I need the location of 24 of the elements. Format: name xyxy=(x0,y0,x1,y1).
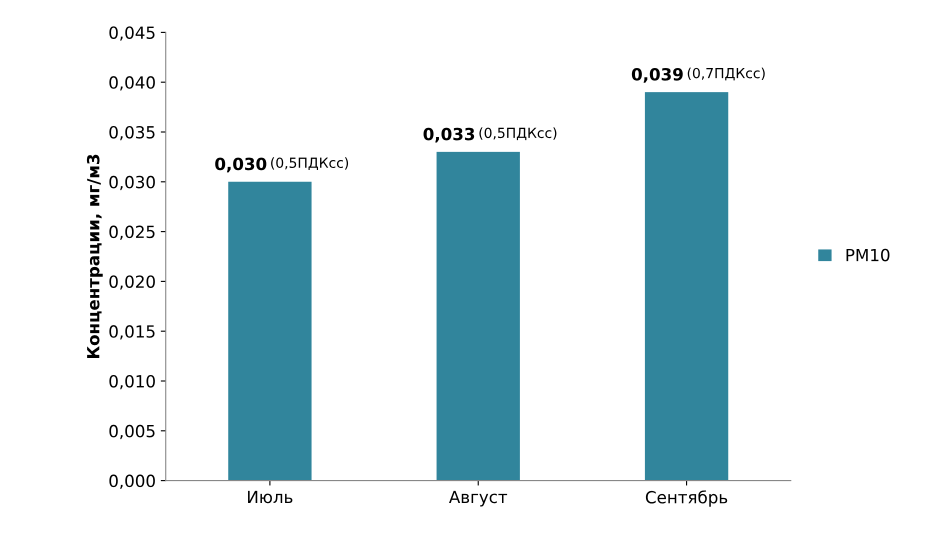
y-tick-label: 0,020 xyxy=(109,275,155,290)
y-tick-label: 0,000 xyxy=(109,474,155,489)
data-label: 0,039 xyxy=(632,68,683,83)
bar xyxy=(644,92,728,481)
annotation: (0,5ПДКсс) xyxy=(479,127,556,140)
y-tick-label: 0,025 xyxy=(109,226,155,240)
y-tick-label: 0,010 xyxy=(109,374,155,390)
y-tick-label: 0,030 xyxy=(109,176,155,190)
y-axis-title: Концентрации, мг/м3 xyxy=(86,154,103,358)
x-tick-label: Июль xyxy=(248,490,292,504)
y-tick-label: 0,045 xyxy=(109,26,155,41)
data-label: 0,030 xyxy=(215,158,266,172)
annotation: (0,7ПДКсс) xyxy=(688,68,765,80)
data-label: 0,033 xyxy=(424,128,474,142)
y-tick-label: 0,040 xyxy=(109,76,155,90)
bar xyxy=(228,182,312,481)
bar xyxy=(436,152,520,481)
y-tick-label: 0,035 xyxy=(109,126,155,140)
y-tick-label: 0,015 xyxy=(109,325,155,340)
x-tick-label: Сентябрь xyxy=(646,490,728,507)
legend-label: PM10 xyxy=(846,248,890,262)
y-tick-label: 0,005 xyxy=(109,424,155,440)
x-tick-label: Август xyxy=(449,490,508,506)
annotation: (0,5ПДКсс) xyxy=(271,157,348,170)
